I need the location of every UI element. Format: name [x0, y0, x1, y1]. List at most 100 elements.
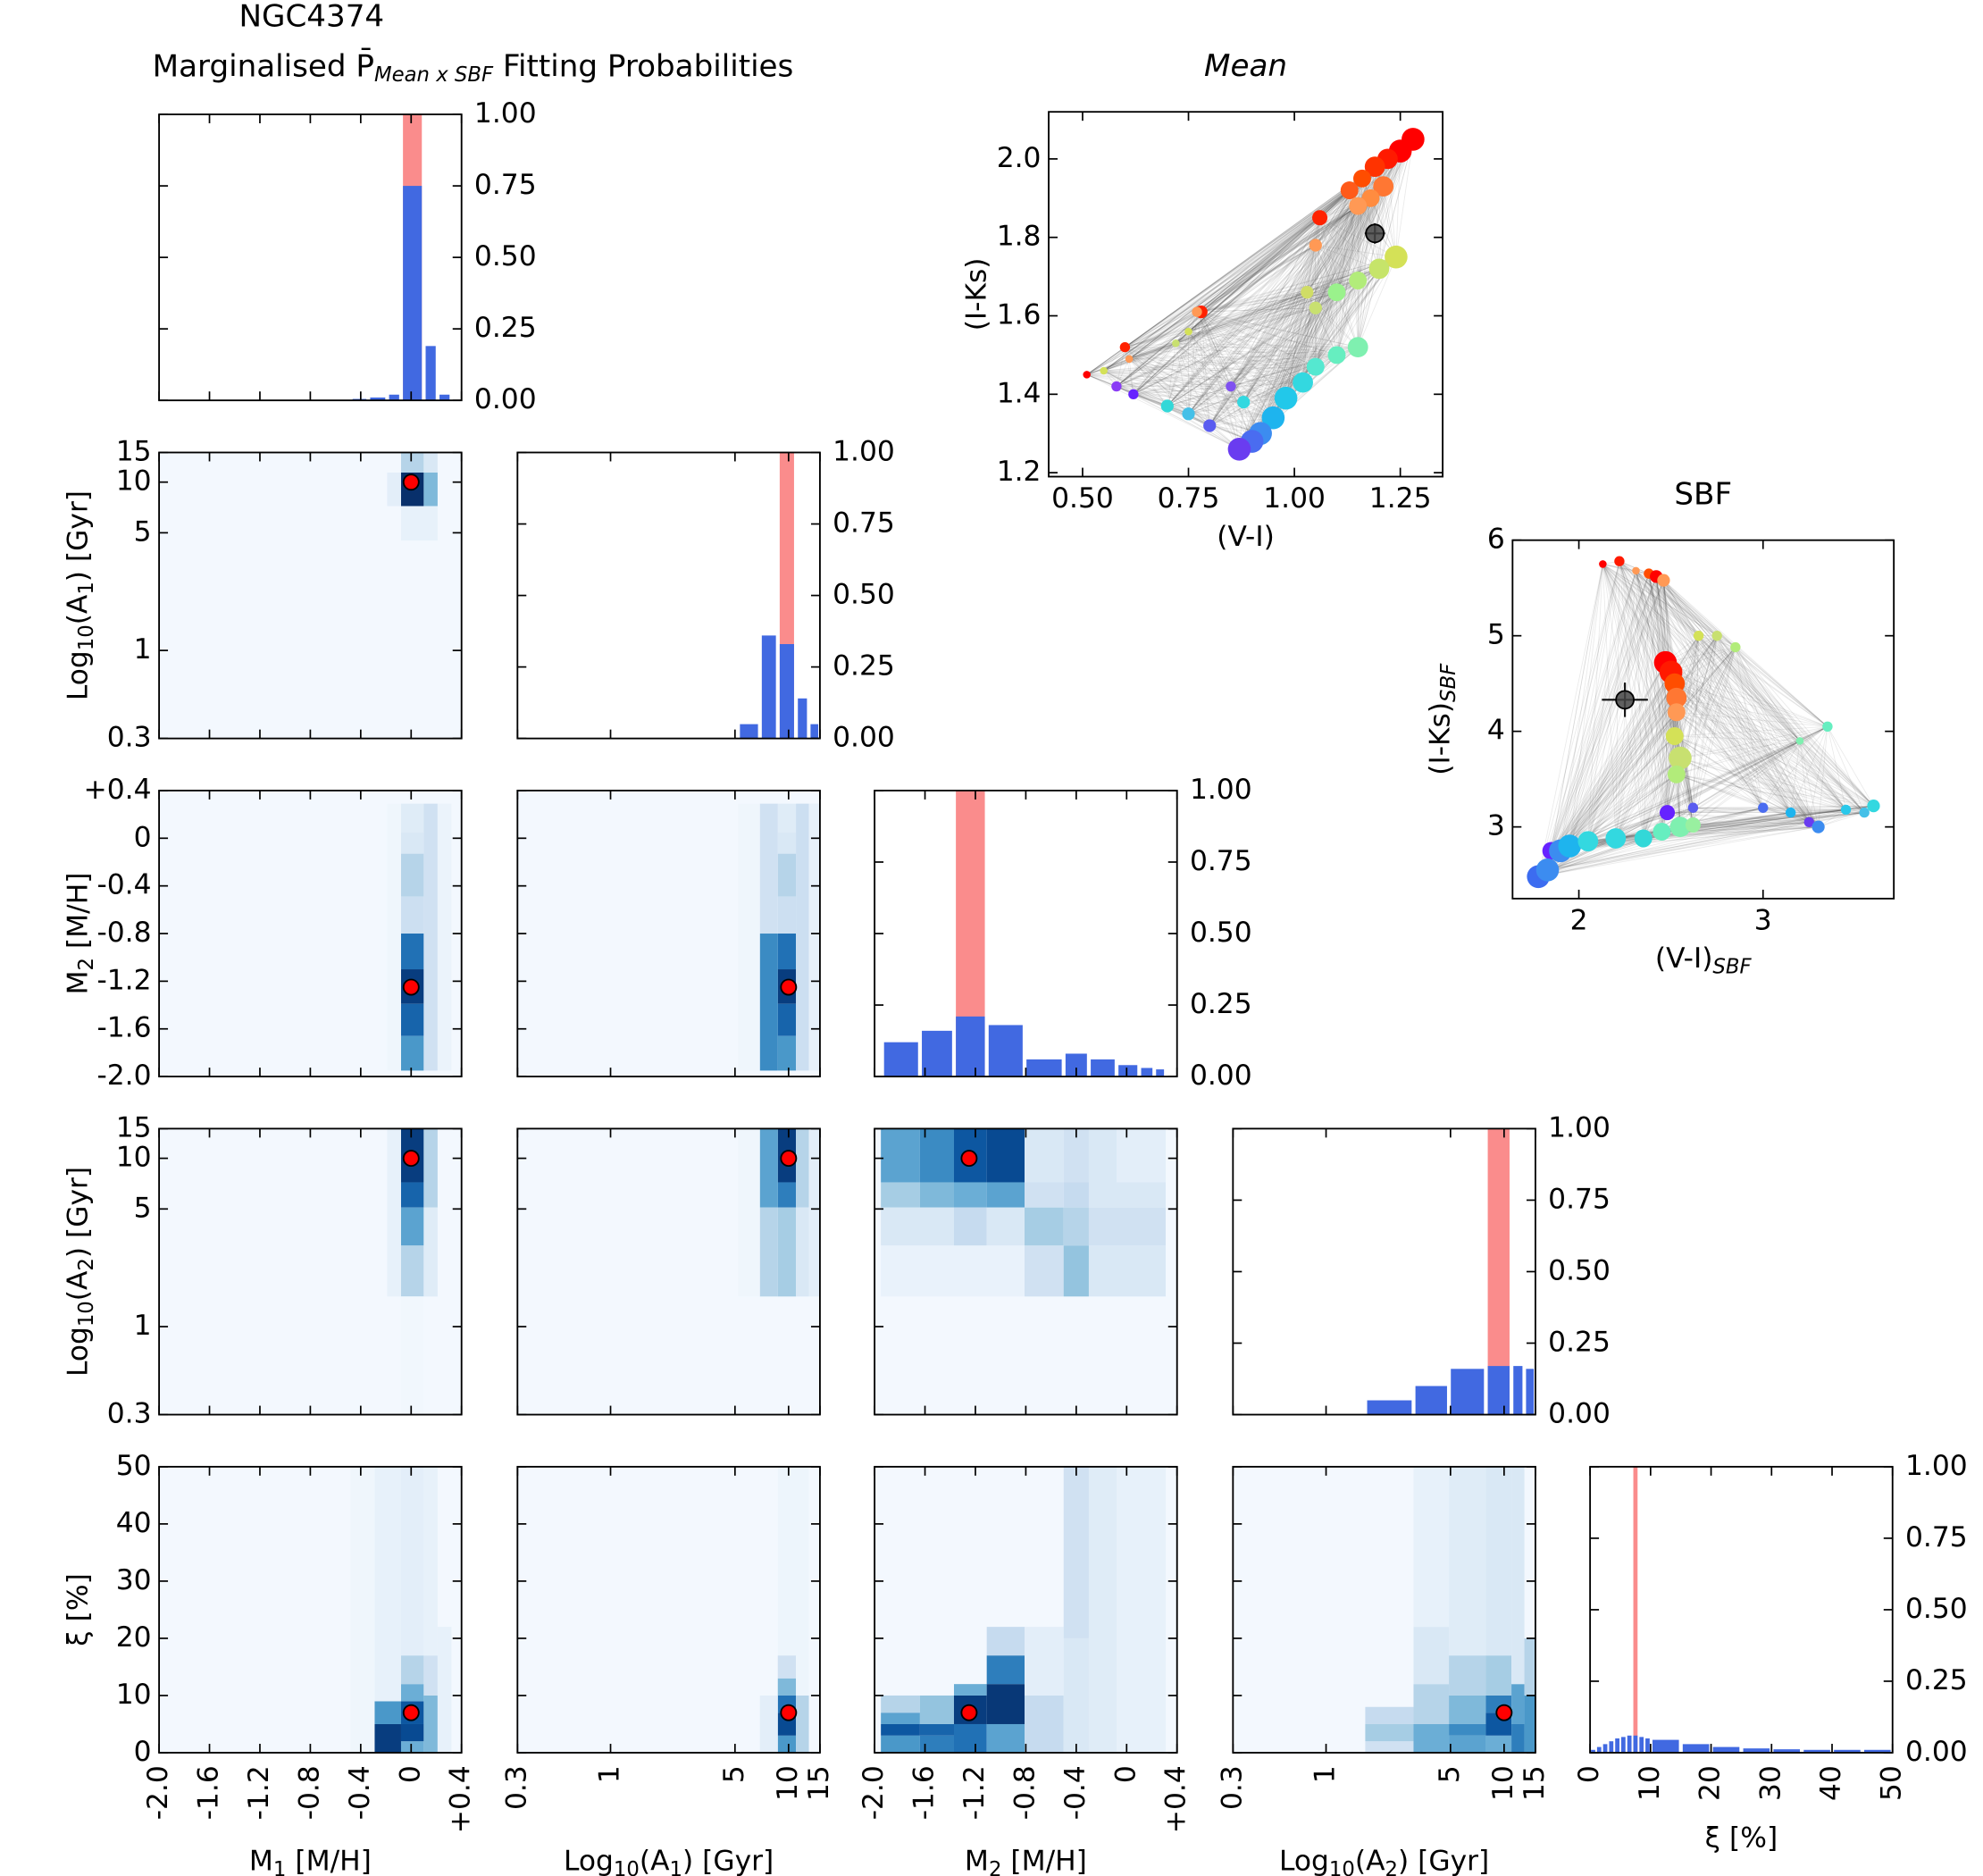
model-line — [1175, 311, 1202, 344]
heatmap-cell — [1449, 1655, 1486, 1696]
model-line — [1209, 197, 1371, 426]
model-line — [1196, 311, 1337, 356]
x-tick-label: 50 — [1876, 1765, 1908, 1801]
heatmap-cell — [759, 1128, 778, 1208]
heatmap-cell — [1511, 1723, 1525, 1753]
model-line — [1636, 570, 1874, 807]
model-line — [1306, 158, 1388, 293]
best-fit-point — [402, 1150, 420, 1168]
histogram-bar — [1682, 1744, 1710, 1753]
model-line — [1125, 347, 1244, 403]
label-part: (A — [1355, 1845, 1385, 1876]
model-line — [1239, 197, 1371, 449]
model-point — [1599, 560, 1607, 568]
histogram-bar — [1639, 1737, 1644, 1753]
model-line — [1587, 574, 1650, 842]
model-line — [1196, 311, 1261, 434]
model-line — [1103, 331, 1189, 372]
y-tick-label: 30 — [116, 1564, 152, 1596]
model-line — [1790, 741, 1801, 813]
histogram-bar — [1652, 1739, 1679, 1753]
x-tick-label: 5 — [1434, 1765, 1466, 1783]
model-line — [1239, 186, 1385, 450]
histogram-bar — [779, 643, 794, 739]
model-line — [1230, 381, 1303, 387]
model-line — [1665, 662, 1801, 741]
model-line — [1125, 347, 1286, 399]
model-line — [1569, 735, 1676, 847]
y-tick-label: 0 — [134, 821, 152, 853]
model-line — [1336, 166, 1376, 293]
model-line — [1357, 138, 1414, 348]
model-line — [1167, 138, 1414, 406]
model-line — [1619, 561, 1681, 827]
best-fit-point — [402, 1704, 420, 1721]
heatmap-cell — [759, 1207, 778, 1297]
model-line — [1676, 725, 1828, 775]
histogram-bar — [761, 635, 776, 739]
model-line — [1128, 358, 1210, 426]
model-line — [1133, 307, 1316, 395]
model-line — [1272, 178, 1363, 418]
model-line — [1133, 291, 1337, 395]
model-point — [1634, 829, 1652, 848]
model-line — [1674, 735, 1810, 823]
model-line — [1243, 205, 1359, 403]
y-tick-label: 5 — [134, 515, 152, 548]
model-line — [1735, 647, 1865, 813]
model-line — [1128, 358, 1252, 442]
model-line — [1551, 580, 1664, 851]
y-tick-label: -0.8 — [96, 917, 151, 949]
model-line — [1676, 774, 1791, 814]
histogram-bar — [1091, 1059, 1115, 1077]
model-line — [1679, 635, 1718, 827]
heatmap-cell — [986, 1128, 1025, 1183]
model-line — [1175, 343, 1210, 426]
model-point — [1669, 746, 1692, 770]
model-line — [1676, 697, 1865, 813]
model-line — [1551, 576, 1657, 851]
model-line — [1116, 366, 1316, 387]
model-line — [1615, 698, 1678, 839]
model-line — [1306, 150, 1401, 293]
model-line — [1239, 166, 1376, 449]
model-line — [1209, 291, 1308, 426]
model-line — [1615, 672, 1672, 839]
y-tick-label: 0.25 — [474, 312, 537, 344]
heatmap-cell — [1088, 1128, 1117, 1183]
model-line — [1799, 741, 1874, 807]
y-axis-label: Log10(A2) [Gyr] — [62, 1167, 97, 1377]
model-line — [1201, 311, 1337, 356]
model-line — [1188, 331, 1359, 348]
model-line — [1336, 189, 1351, 356]
model-line — [1693, 807, 1810, 823]
model-line — [1676, 697, 1828, 727]
x-tick-label: 0 — [394, 1765, 426, 1783]
x-tick-label: 10 — [772, 1765, 804, 1801]
model-point — [1667, 765, 1686, 783]
model-line — [1133, 393, 1261, 434]
model-line — [1661, 647, 1736, 833]
heatmap-cell — [1025, 1695, 1064, 1753]
model-line — [1692, 635, 1718, 808]
model-line — [1679, 635, 1700, 827]
heatmap-cell — [777, 853, 797, 897]
model-line — [1560, 740, 1801, 851]
model-line — [1587, 808, 1846, 842]
model-point — [1803, 817, 1815, 827]
model-line — [1086, 358, 1130, 375]
model-line — [1125, 189, 1350, 348]
histogram-bar — [370, 397, 386, 401]
model-line — [1357, 178, 1363, 281]
model-line — [1667, 647, 1736, 813]
x-tick-label: 0 — [1573, 1765, 1605, 1783]
model-line — [1619, 561, 1676, 737]
model-line — [1663, 580, 1764, 808]
model-line — [1602, 564, 1678, 775]
model-line — [1643, 774, 1678, 839]
model-line — [1319, 217, 1337, 293]
model-point — [1867, 799, 1880, 813]
model-line — [1176, 197, 1371, 344]
model-line — [1693, 808, 1846, 825]
model-line — [1674, 735, 1801, 741]
